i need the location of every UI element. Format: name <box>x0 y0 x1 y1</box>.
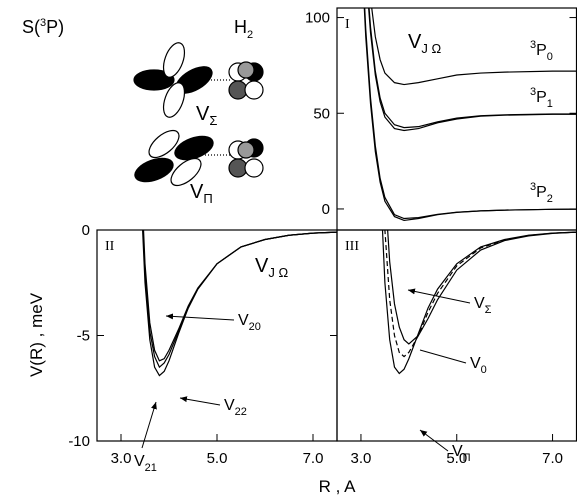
atom-text: S( <box>22 17 40 37</box>
pi-text: V <box>190 181 204 203</box>
y-tick-label: -5 <box>77 328 90 345</box>
annotation-arrow <box>165 313 235 321</box>
annotation: 3P2 <box>530 181 553 205</box>
annotation-sub: 2 <box>547 193 553 205</box>
atom-label: S(3P) <box>22 17 64 37</box>
y-axis-label: V(R) , meV <box>27 292 46 377</box>
annotation-sub: Π <box>463 452 471 464</box>
curve <box>368 8 577 129</box>
panel-label: III <box>345 239 359 254</box>
annotation-text: V <box>408 31 422 53</box>
x-tick-label: 3.0 <box>351 450 372 467</box>
annotation-arrow <box>407 288 471 304</box>
annotation-arrow <box>419 429 449 452</box>
annotation-text: V <box>224 397 235 414</box>
annotation-sub: J Ω <box>421 41 441 56</box>
curve <box>381 230 577 375</box>
panel-frame <box>336 229 577 442</box>
x-tick-label: 7.0 <box>303 450 324 467</box>
y-tick-label: -10 <box>68 433 90 450</box>
annotation-arrow <box>141 401 157 449</box>
sigma-text: V <box>196 103 210 125</box>
panel-label: I <box>345 17 350 32</box>
annotation: V20 <box>238 312 261 333</box>
molecule-text: H <box>234 17 247 37</box>
atom-sup: 3 <box>40 17 46 29</box>
annotation-arrow <box>419 349 467 364</box>
annotation-sub: 0 <box>547 51 553 63</box>
x-tick-label: 7.0 <box>542 450 563 467</box>
x-axis-label: R , A <box>319 477 357 496</box>
curve <box>368 8 577 132</box>
molecule-label: H2 <box>234 17 253 41</box>
annotation-sub: 20 <box>249 321 261 333</box>
annotation-arrow <box>179 396 221 406</box>
annotation-text: P <box>536 184 547 201</box>
sigma-sub: Σ <box>209 113 217 128</box>
annotation-text: P <box>536 42 547 59</box>
x-tick-label: 5.0 <box>207 450 228 467</box>
annotation-sub: 21 <box>145 462 157 474</box>
panel-label: II <box>105 239 115 254</box>
annotation-text: V <box>255 255 269 277</box>
annotation-text: V <box>238 312 249 329</box>
curve <box>364 8 577 220</box>
annotation-text: V <box>470 355 481 372</box>
y-tick-label: 0 <box>82 222 90 239</box>
curve <box>371 8 577 86</box>
annotation: VΠ <box>452 443 471 464</box>
annotation-sub: 1 <box>547 98 553 110</box>
pi-label: VΠ <box>190 181 213 206</box>
annotation: VJ Ω <box>408 31 441 56</box>
annotation-sup: 3 <box>530 86 536 98</box>
annotation-text: V <box>452 443 463 460</box>
annotation: VΣ <box>474 295 492 316</box>
y-tick-label: 50 <box>313 105 330 122</box>
annotation-text: P <box>536 89 547 106</box>
annotation: 3P1 <box>530 86 553 110</box>
molecule-sub: 2 <box>247 29 253 41</box>
panel-frame <box>96 229 338 442</box>
annotation: V0 <box>470 355 487 376</box>
x-tick-label: 3.0 <box>111 450 132 467</box>
annotation-text: V <box>134 453 145 470</box>
x-tick-label: 5.0 <box>446 450 467 467</box>
annotation-sub: J Ω <box>268 265 288 280</box>
annotation: 3P0 <box>530 39 553 63</box>
annotation-sub: 0 <box>481 364 487 376</box>
annotation: V22 <box>224 397 247 418</box>
annotation-text: V <box>474 295 485 312</box>
annotation-sub: 22 <box>235 406 247 418</box>
sigma-label: VΣ <box>196 103 217 128</box>
orbital-sketch <box>133 42 264 187</box>
annotation-sub: Σ <box>485 304 492 316</box>
curve <box>142 230 337 369</box>
annotation: V21 <box>134 453 157 474</box>
annotation-sup: 3 <box>530 181 536 193</box>
pi-sub: Π <box>203 191 212 206</box>
annotation-sup: 3 <box>530 39 536 51</box>
y-tick-label: 0 <box>322 201 330 218</box>
atom-tail: P) <box>46 17 64 37</box>
annotation: VJ Ω <box>255 255 288 280</box>
y-tick-label: 100 <box>305 10 330 27</box>
